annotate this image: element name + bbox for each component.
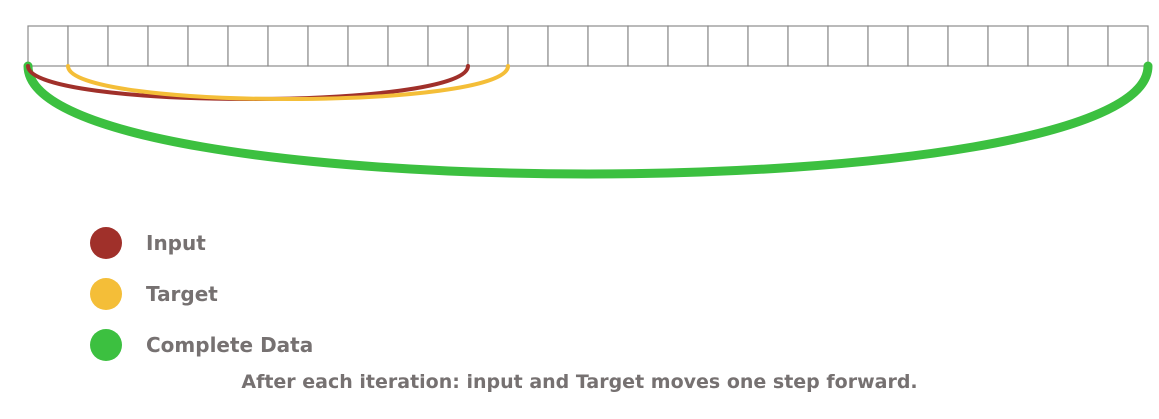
data-cell [427, 25, 469, 67]
data-cell [307, 25, 349, 67]
data-cell [587, 25, 629, 67]
data-cell [1027, 25, 1069, 67]
data-cell [187, 25, 229, 67]
data-cell [947, 25, 989, 67]
data-cell [627, 25, 669, 67]
data-cell [907, 25, 949, 67]
legend-item-complete-data: Complete Data [90, 328, 313, 362]
data-cell [987, 25, 1029, 67]
data-cell [347, 25, 389, 67]
legend-item-target: Target [90, 277, 313, 311]
window-arcs [23, 61, 1153, 179]
legend-dot-input [90, 227, 122, 259]
data-cell [227, 25, 269, 67]
legend: Input Target Complete Data [90, 226, 313, 379]
data-cell [67, 25, 109, 67]
data-cell [1067, 25, 1109, 67]
data-cell [107, 25, 149, 67]
data-cell [1107, 25, 1149, 67]
data-cell [267, 25, 309, 67]
data-cell [387, 25, 429, 67]
data-cell [787, 25, 829, 67]
data-cell [27, 25, 69, 67]
data-cells [27, 25, 1149, 67]
data-cell [147, 25, 189, 67]
data-cell [747, 25, 789, 67]
data-cell [827, 25, 869, 67]
data-cell [547, 25, 589, 67]
data-cell [707, 25, 749, 67]
data-cell [667, 25, 709, 67]
legend-label-complete-data: Complete Data [146, 333, 314, 357]
caption: After each iteration: input and Target m… [241, 371, 918, 393]
legend-item-input: Input [90, 226, 313, 260]
target-arc [66, 64, 510, 101]
data-cell [507, 25, 549, 67]
complete-data-arc [23, 61, 1153, 179]
legend-label-target: Target [146, 282, 218, 306]
legend-label-input: Input [146, 231, 206, 255]
sequence-window-diagram [23, 25, 1153, 179]
data-cell [467, 25, 509, 67]
legend-dot-target [90, 278, 122, 310]
legend-dot-complete-data [90, 329, 122, 361]
data-cell [867, 25, 909, 67]
